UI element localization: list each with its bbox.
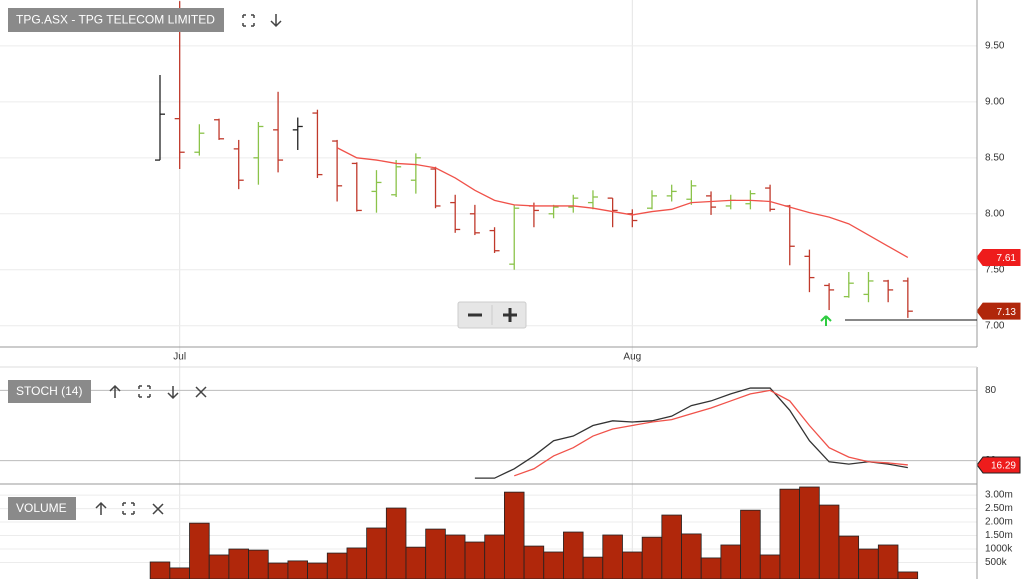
volume-bar (602, 534, 623, 579)
volume-bar (484, 534, 505, 579)
moving-average (336, 147, 909, 259)
volume-bar (700, 557, 722, 579)
title-box (8, 497, 76, 520)
close-icon[interactable] (195, 386, 207, 398)
volume-bar (799, 486, 820, 579)
volume-bar (366, 527, 387, 579)
volume-bar (661, 514, 682, 579)
volume-bar (208, 554, 230, 579)
x-tick-label: Aug (623, 352, 641, 363)
volume-bar (720, 544, 741, 579)
volume-bar (897, 571, 919, 579)
y-tick-label: 80 (985, 385, 997, 396)
volume-bar (405, 546, 427, 579)
volume-bar (838, 535, 860, 579)
volume-bar (169, 567, 190, 579)
volume-bar (740, 509, 761, 579)
volume-bar (543, 551, 564, 579)
volume-bar (307, 562, 328, 579)
y-tick-label: 2.50m (985, 503, 1013, 514)
volume-bar (877, 544, 899, 579)
y-tick-label: 3.00m (985, 490, 1013, 501)
volume-bar (681, 533, 702, 579)
volume-bar (523, 545, 545, 579)
volume-bar (464, 541, 486, 579)
volume-bar (622, 551, 643, 579)
value-tag-label: 7.61 (997, 253, 1017, 264)
volume-bar (189, 522, 210, 579)
y-tick-label: 1000k (985, 544, 1013, 555)
volume-bar (267, 562, 289, 579)
value-tag-label: 7.13 (997, 307, 1017, 318)
up-icon[interactable] (109, 384, 121, 398)
y-tick-label: 9.50 (985, 41, 1005, 52)
volume-bar (641, 536, 663, 579)
value-tag-label: 16.29 (991, 461, 1016, 472)
volume-bar (326, 552, 348, 579)
expand-icon[interactable] (138, 385, 151, 398)
expand-icon[interactable] (242, 14, 255, 27)
y-tick-label: 2.00m (985, 517, 1013, 528)
y-tick-label: 7.00 (985, 320, 1005, 331)
volume-bar (287, 560, 309, 579)
close-icon[interactable] (152, 503, 164, 515)
value-tag (976, 248, 1021, 266)
stoch-line (474, 387, 908, 479)
x-tick-label: Jul (173, 352, 186, 363)
volume-bar (503, 491, 525, 579)
down-icon[interactable] (270, 14, 282, 28)
volume-bar (563, 531, 584, 579)
volume-bar (149, 561, 171, 579)
volume-bar (425, 528, 446, 579)
y-tick-label: 9.00 (985, 97, 1005, 108)
volume-bar (248, 549, 269, 579)
down-icon[interactable] (167, 386, 179, 400)
volume-bar (346, 547, 368, 579)
y-tick-label: 8.00 (985, 208, 1005, 219)
title-box (8, 8, 224, 32)
y-tick-label: 7.50 (985, 264, 1005, 275)
y-tick-label: 8.50 (985, 152, 1005, 163)
stoch-line (514, 389, 908, 477)
y-tick-label: 500k (985, 557, 1008, 568)
volume-bar (228, 548, 249, 579)
volume-bar (385, 507, 407, 579)
value-tag (976, 302, 1021, 320)
chart-title: TPG.ASX - TPG TELECOM LIMITED (16, 13, 215, 27)
volume-bar (759, 554, 781, 579)
expand-icon[interactable] (122, 502, 135, 515)
title-box (8, 380, 91, 403)
volume-bar (818, 504, 840, 579)
volume-bar (582, 556, 604, 579)
stoch-title: STOCH (14) (16, 384, 82, 398)
volume-bar (779, 488, 800, 579)
zoom-in-button[interactable] (503, 308, 517, 322)
value-tag (976, 456, 1021, 474)
y-tick-label: 1.50m (985, 530, 1013, 541)
up-icon[interactable] (95, 501, 107, 515)
volume-bar (858, 548, 879, 579)
volume-bar (444, 534, 466, 579)
signal-arrow (820, 315, 832, 326)
volume-title: VOLUME (16, 501, 67, 515)
